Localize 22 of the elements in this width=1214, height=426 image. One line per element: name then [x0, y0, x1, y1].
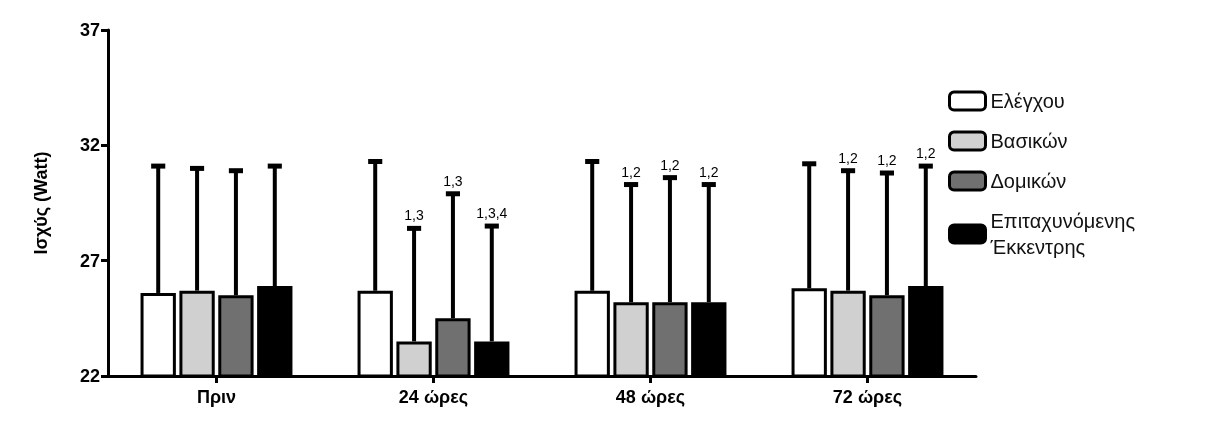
annotation: 1,2 — [660, 156, 680, 173]
y-tick-label: 27 — [79, 250, 100, 271]
x-tick-label: 72 ώρες — [832, 387, 903, 407]
annotation: 1,3 — [443, 172, 463, 189]
annotation: 1,2 — [877, 152, 897, 169]
y-tick-label: 22 — [79, 366, 100, 386]
legend-label: Επιταχυνόμενης Έκκεντρης — [989, 210, 1136, 258]
x-tick-label: 48 ώρες — [615, 387, 686, 407]
legend-label: Βασικών — [990, 130, 1068, 152]
legend-label: Ελέγχου — [990, 90, 1065, 112]
y-axis-title: Ισχύς (Watt) — [31, 151, 51, 255]
annotation: 1,3 — [404, 207, 425, 224]
annotation: 1,2 — [838, 149, 859, 166]
annotation: 1,2 — [916, 145, 936, 162]
legend-label: Δομικών — [990, 170, 1067, 192]
x-tick-label: 24 ώρες — [398, 387, 469, 407]
x-tick-label: Πριν — [196, 387, 237, 407]
y-tick-label: 32 — [79, 135, 100, 156]
y-tick-label: 37 — [79, 20, 100, 40]
annotation: 1,2 — [699, 163, 719, 180]
annotation: 1,2 — [621, 163, 642, 180]
annotation: 1,3,4 — [476, 205, 508, 222]
